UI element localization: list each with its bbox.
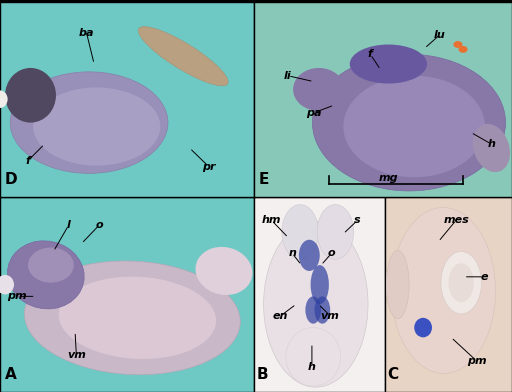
Text: vm: vm xyxy=(67,350,86,360)
Ellipse shape xyxy=(0,91,8,108)
Ellipse shape xyxy=(344,76,485,177)
Text: s: s xyxy=(354,215,361,225)
Ellipse shape xyxy=(459,46,467,53)
Ellipse shape xyxy=(449,263,474,302)
Ellipse shape xyxy=(28,247,74,283)
Text: l: l xyxy=(67,220,71,230)
Ellipse shape xyxy=(473,124,510,172)
Text: A: A xyxy=(5,367,16,382)
Text: n: n xyxy=(288,249,296,258)
Text: C: C xyxy=(388,367,399,382)
Text: e: e xyxy=(480,272,488,282)
Text: pr: pr xyxy=(202,162,216,172)
Ellipse shape xyxy=(10,72,168,173)
Ellipse shape xyxy=(5,68,56,123)
Text: ba: ba xyxy=(79,28,94,38)
Ellipse shape xyxy=(305,296,321,324)
Text: pm: pm xyxy=(466,356,486,366)
Text: f: f xyxy=(368,49,373,59)
Text: o: o xyxy=(95,220,103,230)
Ellipse shape xyxy=(312,54,505,191)
Text: lu: lu xyxy=(434,30,446,40)
Text: en: en xyxy=(273,311,288,321)
Text: hm: hm xyxy=(262,215,281,225)
Ellipse shape xyxy=(264,221,368,387)
Ellipse shape xyxy=(386,250,409,319)
Text: mg: mg xyxy=(378,173,398,183)
Ellipse shape xyxy=(311,265,329,304)
Text: pa: pa xyxy=(306,108,322,118)
Text: h: h xyxy=(308,362,316,372)
Ellipse shape xyxy=(25,261,240,375)
Text: vm: vm xyxy=(321,311,339,321)
Ellipse shape xyxy=(314,296,330,324)
Ellipse shape xyxy=(391,207,496,374)
Ellipse shape xyxy=(0,275,14,294)
Ellipse shape xyxy=(282,205,318,259)
Ellipse shape xyxy=(293,68,345,111)
Ellipse shape xyxy=(8,241,84,309)
Text: mes: mes xyxy=(443,215,469,225)
Text: D: D xyxy=(5,172,17,187)
Ellipse shape xyxy=(414,318,432,338)
Ellipse shape xyxy=(196,247,252,295)
Text: pm: pm xyxy=(8,291,27,301)
Text: f: f xyxy=(26,156,30,166)
Ellipse shape xyxy=(350,45,427,83)
Ellipse shape xyxy=(286,328,340,386)
Ellipse shape xyxy=(454,41,462,48)
Ellipse shape xyxy=(299,240,319,271)
Ellipse shape xyxy=(317,205,354,259)
Ellipse shape xyxy=(59,277,216,359)
Text: li: li xyxy=(284,71,292,81)
Ellipse shape xyxy=(441,251,481,314)
Ellipse shape xyxy=(138,27,228,86)
Text: E: E xyxy=(259,172,269,187)
Text: o: o xyxy=(328,249,335,258)
Text: h: h xyxy=(487,139,495,149)
Text: B: B xyxy=(257,367,269,382)
Ellipse shape xyxy=(33,87,160,165)
